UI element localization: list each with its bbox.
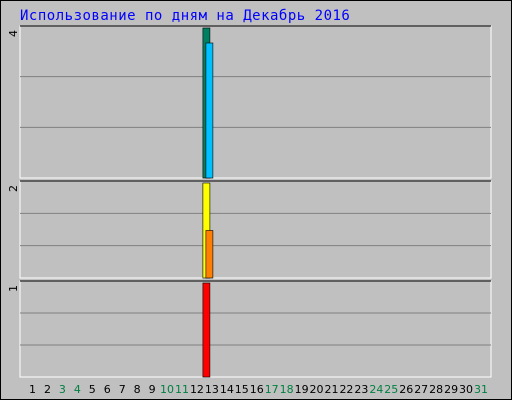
y-axis-max-label: 1 bbox=[7, 285, 20, 292]
x-tick-label: 20 bbox=[310, 383, 324, 396]
x-tick-label: 29 bbox=[444, 383, 458, 396]
x-tick-label: 24 bbox=[369, 383, 383, 396]
x-tick-label: 6 bbox=[104, 383, 111, 396]
x-tick-label: 4 bbox=[74, 383, 81, 396]
y-axis-max-label: 4 bbox=[7, 30, 20, 37]
x-tick-label: 26 bbox=[399, 383, 413, 396]
x-tick-label: 19 bbox=[295, 383, 309, 396]
y-axis-max-label: 2 bbox=[7, 185, 20, 192]
x-tick-label: 16 bbox=[250, 383, 264, 396]
x-tick-label: 22 bbox=[339, 383, 353, 396]
x-tick-label: 13 bbox=[205, 383, 219, 396]
x-tick-label: 9 bbox=[149, 383, 156, 396]
x-tick-label: 21 bbox=[325, 383, 339, 396]
x-tick-label: 7 bbox=[119, 383, 126, 396]
bar-day-13 bbox=[205, 42, 214, 179]
x-tick-label: 28 bbox=[429, 383, 443, 396]
panel-3 bbox=[19, 280, 492, 378]
x-tick-label: 25 bbox=[384, 383, 398, 396]
x-tick-label: 5 bbox=[89, 383, 96, 396]
x-tick-label: 18 bbox=[280, 383, 294, 396]
x-tick-label: 30 bbox=[459, 383, 473, 396]
panel-2 bbox=[19, 180, 492, 279]
x-tick-label: 27 bbox=[414, 383, 428, 396]
chart-title: Использование по дням на Декабрь 2016 bbox=[20, 8, 351, 24]
x-tick-label: 17 bbox=[265, 383, 279, 396]
x-tick-label: 1 bbox=[29, 383, 36, 396]
bar-day-13 bbox=[205, 230, 214, 279]
x-tick-label: 8 bbox=[134, 383, 141, 396]
x-tick-label: 23 bbox=[354, 383, 368, 396]
panel-1 bbox=[19, 25, 492, 179]
x-tick-label: 31 bbox=[474, 383, 488, 396]
bar-day-13 bbox=[202, 282, 211, 378]
x-tick-label: 11 bbox=[175, 383, 189, 396]
x-tick-label: 14 bbox=[220, 383, 234, 396]
x-tick-label: 2 bbox=[44, 383, 51, 396]
x-tick-label: 12 bbox=[190, 383, 204, 396]
x-tick-label: 3 bbox=[59, 383, 66, 396]
x-tick-label: 10 bbox=[160, 383, 174, 396]
x-tick-label: 15 bbox=[235, 383, 249, 396]
